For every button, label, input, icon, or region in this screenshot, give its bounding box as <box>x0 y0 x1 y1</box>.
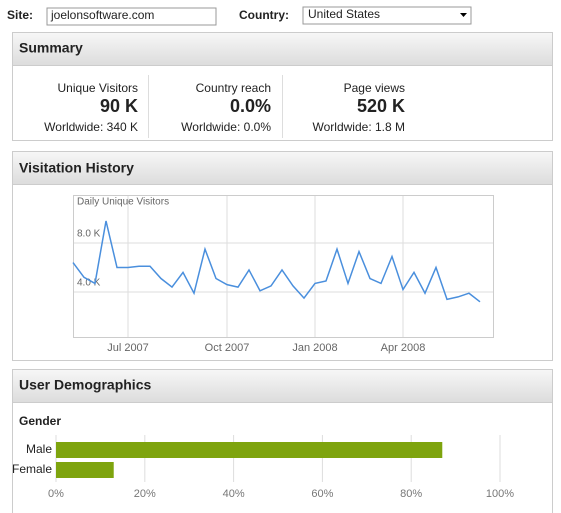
x-tick-label: 100% <box>486 488 514 500</box>
y-tick-label: 4.0 K <box>77 278 101 289</box>
x-tick-label: Jul 2007 <box>107 342 149 354</box>
country-value: United States <box>308 7 380 21</box>
metric-label: Country reach <box>196 81 271 95</box>
site-value: joelonsoftware.com <box>50 8 154 22</box>
x-tick-label: 40% <box>223 488 245 500</box>
visitation-title: Visitation History <box>19 160 134 176</box>
metric-value: 90 K <box>100 96 138 116</box>
gender-title: Gender <box>19 414 61 428</box>
site-label: Site: <box>7 8 33 22</box>
x-tick-label: 60% <box>311 488 333 500</box>
y-tick-label: 8.0 K <box>77 229 101 240</box>
summary-title: Summary <box>19 40 83 56</box>
y-axis-label: Daily Unique Visitors <box>77 197 169 208</box>
x-tick-label: 20% <box>134 488 156 500</box>
visitation-header <box>12 151 553 185</box>
x-tick-label: Oct 2007 <box>205 342 250 354</box>
metric-value: 0.0% <box>230 96 271 116</box>
x-tick-label: 0% <box>48 488 64 500</box>
country-select[interactable] <box>302 6 472 25</box>
line-series <box>72 220 481 303</box>
site-input[interactable] <box>46 7 217 26</box>
summary-header <box>12 32 553 66</box>
metric-worldwide: Worldwide: 0.0% <box>181 120 271 134</box>
metric-worldwide: Worldwide: 340 K <box>44 120 138 134</box>
demographics-header <box>12 369 553 403</box>
country-label: Country: <box>239 8 289 22</box>
x-tick-label: Apr 2008 <box>381 342 426 354</box>
demographics-title: User Demographics <box>19 377 151 393</box>
category-label: Male <box>26 442 52 456</box>
x-tick-label: Jan 2008 <box>292 342 337 354</box>
metric-label: Unique Visitors <box>58 81 138 95</box>
dropdown-arrow <box>460 13 467 17</box>
metric-label: Page views <box>344 81 405 95</box>
x-tick-label: 80% <box>400 488 422 500</box>
metric-value: 520 K <box>357 96 405 116</box>
bar <box>56 462 114 478</box>
bar <box>56 442 443 458</box>
metric-worldwide: Worldwide: 1.8 M <box>313 120 405 134</box>
category-label: Female <box>12 462 52 476</box>
